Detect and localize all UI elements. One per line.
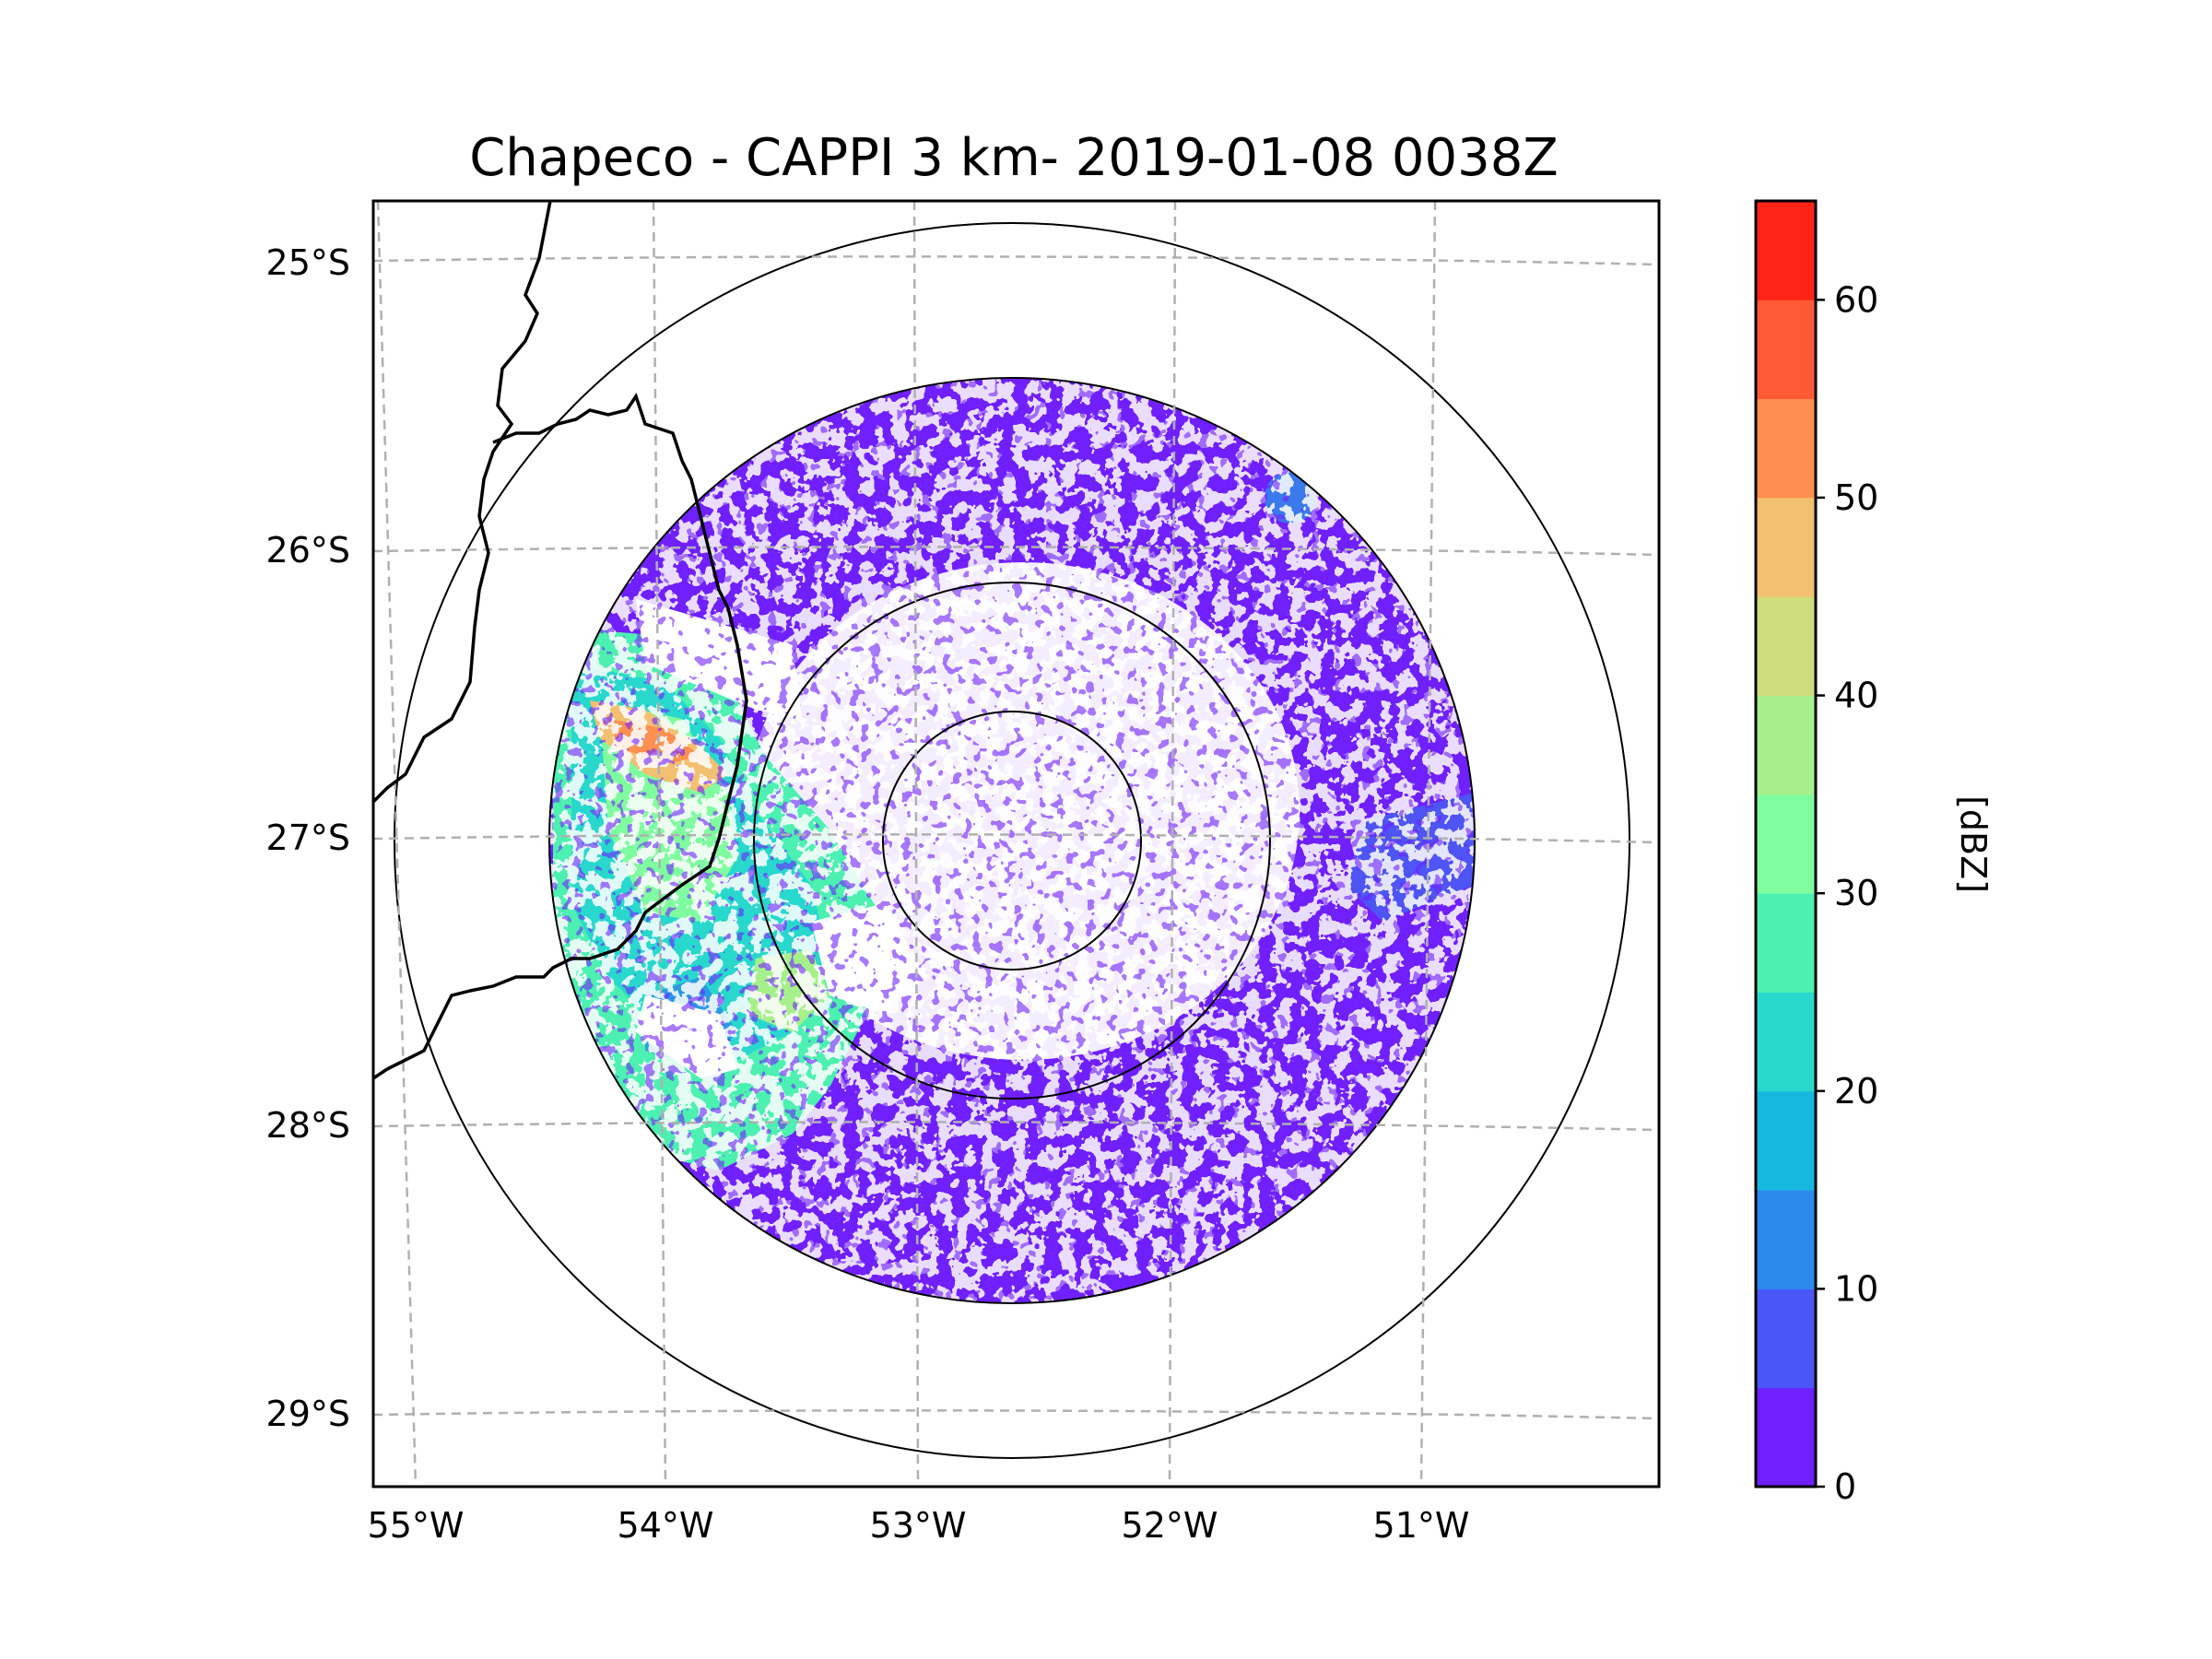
- range-ring-2: [753, 582, 1271, 1100]
- colorbar-frame: [1754, 199, 1818, 1488]
- colorbar-segment: [1756, 1288, 1816, 1389]
- colorbar-segment: [1756, 992, 1816, 1092]
- gridline-lat-27: [373, 833, 1659, 844]
- colorbar-tick-label: 40: [1834, 676, 1878, 716]
- gridline-lon-53: [912, 201, 920, 1487]
- colorbar-segment: [1756, 1190, 1816, 1289]
- colorbar-tick-label: 30: [1834, 873, 1878, 913]
- colorbar-tick-label: 20: [1834, 1071, 1878, 1112]
- gridline-lon-55: [376, 201, 418, 1487]
- colorbar-tick-label: 0: [1834, 1466, 1856, 1507]
- lon-tick-labels: 55°W 54°W 53°W 52°W 51°W: [368, 1505, 1470, 1546]
- lon-label: 54°W: [618, 1505, 714, 1546]
- lat-label: 27°S: [266, 818, 350, 858]
- colorbar-segment: [1756, 201, 1816, 300]
- gridline-lon-54: [652, 201, 667, 1487]
- reflectivity-field: [549, 378, 1475, 1303]
- range-ring-1: [882, 711, 1142, 971]
- gridline-lat-29: [373, 1409, 1659, 1420]
- range-rings: [394, 222, 1630, 1459]
- lon-label: 55°W: [368, 1505, 465, 1546]
- colorbar: 0 10 20 30 40 50 60: [1754, 199, 1878, 1507]
- lon-label: 51°W: [1373, 1505, 1470, 1546]
- gridlines: [373, 201, 1659, 1487]
- gridline-lon-51: [1419, 201, 1437, 1487]
- map-frame: [371, 199, 1661, 1488]
- lat-label: 29°S: [266, 1394, 350, 1434]
- colorbar-segment: [1756, 596, 1816, 697]
- range-ring-3: [548, 377, 1476, 1304]
- colorbar-segment: [1756, 497, 1816, 597]
- colorbar-segment: [1756, 1387, 1816, 1488]
- country-borders: [373, 201, 748, 1080]
- lat-label: 26°S: [266, 530, 350, 571]
- colorbar-segment: [1756, 300, 1816, 400]
- lat-tick-labels: 25°S 26°S 27°S 28°S 29°S: [266, 242, 350, 1434]
- lon-label: 52°W: [1122, 1505, 1218, 1546]
- colorbar-segment: [1756, 794, 1816, 894]
- chart-title: Chapeco - CAPPI 3 km- 2019-01-08 0038Z: [469, 128, 1559, 188]
- map-axes: [373, 201, 1659, 1487]
- gridline-lat-26: [373, 546, 1659, 557]
- colorbar-segment: [1756, 695, 1816, 795]
- colorbar-tick-label: 10: [1834, 1268, 1878, 1309]
- colorbar-segment: [1756, 1090, 1816, 1191]
- lon-label: 53°W: [870, 1505, 967, 1546]
- gridline-lat-25: [373, 255, 1659, 266]
- gridline-lat-28: [373, 1121, 1659, 1132]
- colorbar-tick-label: 50: [1834, 477, 1878, 518]
- colorbar-label: [dBZ]: [1953, 795, 1994, 893]
- lat-label: 28°S: [266, 1105, 350, 1146]
- range-ring-4: [394, 222, 1630, 1459]
- lat-label: 25°S: [266, 242, 350, 283]
- colorbar-segment: [1756, 398, 1816, 499]
- colorbar-segment: [1756, 893, 1816, 993]
- colorbar-tick-label: 60: [1834, 279, 1878, 320]
- gridline-lon-52: [1168, 201, 1177, 1487]
